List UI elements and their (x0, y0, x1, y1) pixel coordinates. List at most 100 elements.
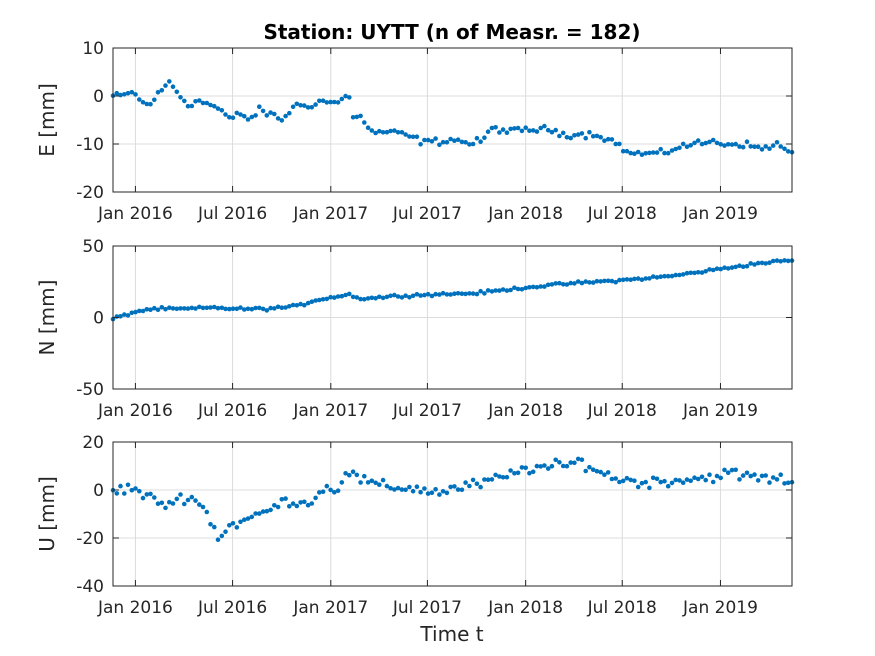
data-point (740, 144, 746, 150)
y-axis-label: N [mm] (35, 280, 59, 356)
data-point (388, 128, 393, 134)
data-point (598, 469, 603, 475)
data-point (320, 489, 326, 495)
data-point (437, 492, 442, 497)
data-point (680, 272, 686, 277)
data-point (587, 129, 592, 135)
data-point (568, 280, 573, 286)
data-point (463, 291, 468, 297)
y-tick-label: 50 (82, 237, 104, 257)
data-point (182, 501, 187, 507)
subplot-n: Jan 2016 Jul 2016 Jan 2017 Jul 2017 Jan 2018… (35, 237, 795, 421)
data-point (200, 100, 206, 106)
x-tick-label: Jul 2018 (587, 598, 657, 618)
data-point (549, 129, 555, 135)
data-point (155, 90, 161, 95)
data-point (163, 83, 168, 88)
data-point (714, 473, 720, 479)
data-point (763, 261, 768, 266)
data-point (309, 501, 315, 506)
data-point (782, 258, 787, 263)
y-tick-label: 10 (82, 39, 104, 59)
data-point (152, 495, 157, 500)
data-point (444, 292, 450, 297)
data-point (508, 468, 513, 473)
data-point (759, 473, 765, 479)
data-point (703, 140, 708, 146)
data-point (729, 265, 735, 270)
data-point (279, 497, 285, 502)
data-point (369, 295, 375, 301)
data-point (722, 143, 727, 148)
data-point (369, 478, 375, 484)
data-point (639, 152, 645, 157)
data-point (602, 472, 607, 478)
data-point (482, 477, 487, 482)
data-point (268, 305, 273, 311)
data-point (275, 116, 281, 121)
data-point (737, 263, 742, 269)
data-point (515, 470, 521, 476)
data-point (328, 99, 333, 105)
data-point (212, 304, 217, 310)
data-point (339, 96, 345, 102)
data-point (500, 475, 506, 480)
data-point (174, 306, 180, 312)
data-point (294, 101, 300, 107)
data-point (148, 491, 153, 497)
data-point (557, 280, 562, 286)
x-tick-label: Jan 2017 (292, 598, 368, 618)
data-point (343, 471, 348, 476)
data-point (403, 487, 408, 493)
data-point (125, 90, 131, 96)
data-point (692, 475, 697, 481)
data-point (174, 496, 180, 502)
data-point (527, 470, 532, 476)
data-point (628, 277, 633, 283)
data-point (358, 480, 363, 485)
data-point (669, 148, 675, 153)
data-point (744, 139, 750, 144)
data-point (613, 279, 618, 285)
data-point (373, 296, 378, 301)
x-axis-label: Time t (419, 622, 483, 646)
data-point (650, 274, 656, 279)
data-point (628, 150, 633, 156)
data-point (335, 100, 341, 105)
data-point (605, 470, 611, 475)
data-point (572, 460, 577, 466)
data-point (519, 465, 525, 470)
data-point (560, 282, 566, 287)
data-point (148, 101, 153, 107)
x-tick-label: Jan 2016 (97, 598, 173, 618)
data-point (129, 487, 135, 493)
data-point (425, 291, 431, 297)
data-point (748, 473, 753, 479)
data-point (620, 148, 626, 154)
data-point (320, 297, 326, 302)
data-point (703, 477, 708, 483)
data-point (399, 487, 405, 492)
data-point (425, 491, 431, 496)
data-point (669, 273, 675, 279)
data-point (695, 476, 701, 482)
data-point (275, 304, 281, 310)
data-point (155, 501, 161, 507)
data-point (774, 140, 780, 145)
data-point (230, 115, 236, 120)
data-point (242, 517, 247, 522)
data-point (185, 103, 191, 109)
y-tick-label: -50 (76, 380, 104, 400)
data-point (410, 488, 416, 494)
data-point (538, 125, 543, 131)
data-point (590, 280, 596, 285)
data-point (763, 473, 768, 478)
data-point (287, 110, 292, 116)
data-point (140, 100, 146, 105)
data-point (688, 478, 693, 484)
data-point (688, 270, 693, 276)
data-point (478, 288, 483, 294)
data-point (564, 463, 570, 469)
data-point (422, 137, 427, 143)
data-point (725, 266, 731, 271)
